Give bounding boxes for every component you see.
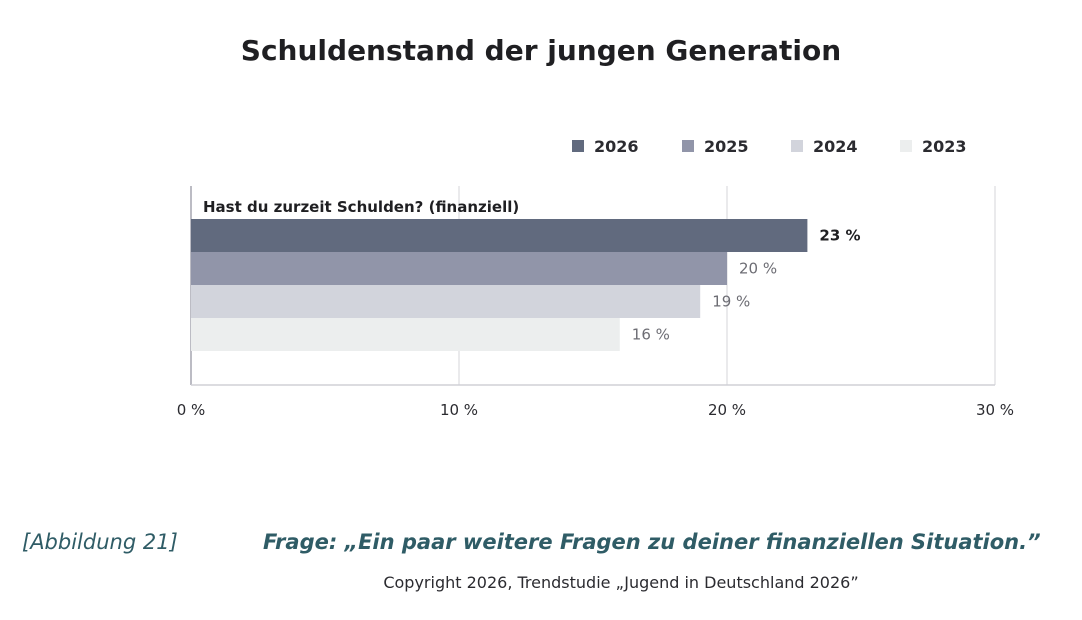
x-tick-label: 30 % [976,401,1014,419]
chart-legend: 2026 2025 2024 2023 [560,134,1020,158]
legend-item-2025: 2025 [682,134,749,158]
bar-2026 [191,219,808,252]
legend-item-2023: 2023 [900,134,967,158]
bar-2024 [191,285,701,318]
data-label-2026: 23 % [819,227,860,245]
category-label: Hast du zurzeit Schulden? (finanziell) [203,198,519,216]
data-labels: 23 % 20 % 19 % 16 % [632,227,861,344]
x-tick-label: 10 % [440,401,478,419]
x-tick-label: 0 % [177,401,206,419]
legend-swatch [791,140,803,152]
legend-item-2024: 2024 [791,134,858,158]
data-label-2023: 16 % [632,326,670,344]
data-label-2024: 19 % [712,293,750,311]
copyright-text: Copyright 2026, Trendstudie „Jugend in D… [383,573,859,592]
bar-chart: 23 % 20 % 19 % 16 % 0 % 10 % 20 % 30 % Hast du… [177,186,1014,419]
chart-title: Schuldenstand der jungen Generation [240,34,842,67]
legend-label: 2023 [922,136,967,156]
x-tick-label: 20 % [708,401,746,419]
data-label-2025: 20 % [739,260,777,278]
bars [191,219,808,351]
legend-swatch [900,140,912,152]
x-axis-ticks: 0 % 10 % 20 % 30 % [177,401,1014,419]
legend-item-2026: 2026 [572,134,639,158]
legend-swatch [572,140,584,152]
legend-label: 2026 [594,136,639,156]
legend-label: 2024 [813,136,858,156]
figure-label: [Abbildung 21] [22,530,178,554]
bar-2025 [191,252,727,285]
legend-label: 2025 [704,136,749,156]
bar-2023 [191,318,620,351]
question-text: Frage: „Ein paar weitere Fragen zu deine… [263,530,1041,554]
legend-swatch [682,140,694,152]
